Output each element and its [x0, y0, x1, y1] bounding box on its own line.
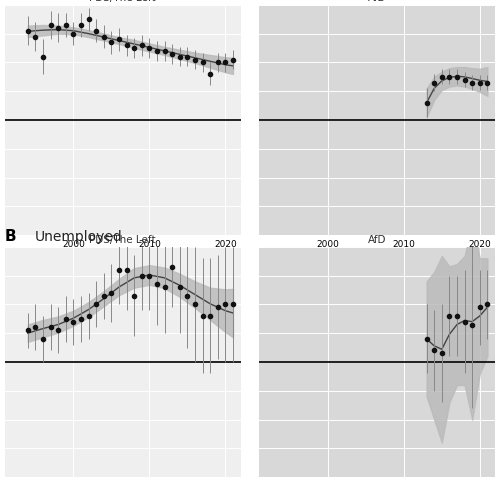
Text: Unemployed: Unemployed [35, 230, 123, 244]
Text: B: B [5, 229, 16, 244]
Title: PDS/The Left: PDS/The Left [90, 0, 156, 3]
Bar [260, 247, 495, 477]
Title: AfD: AfD [368, 0, 386, 3]
Bar [260, 5, 495, 235]
Title: AfD: AfD [368, 235, 386, 245]
Text: East-German: East-German [35, 0, 126, 2]
Text: A: A [5, 0, 17, 2]
Title: PDS/The Left: PDS/The Left [90, 235, 156, 245]
